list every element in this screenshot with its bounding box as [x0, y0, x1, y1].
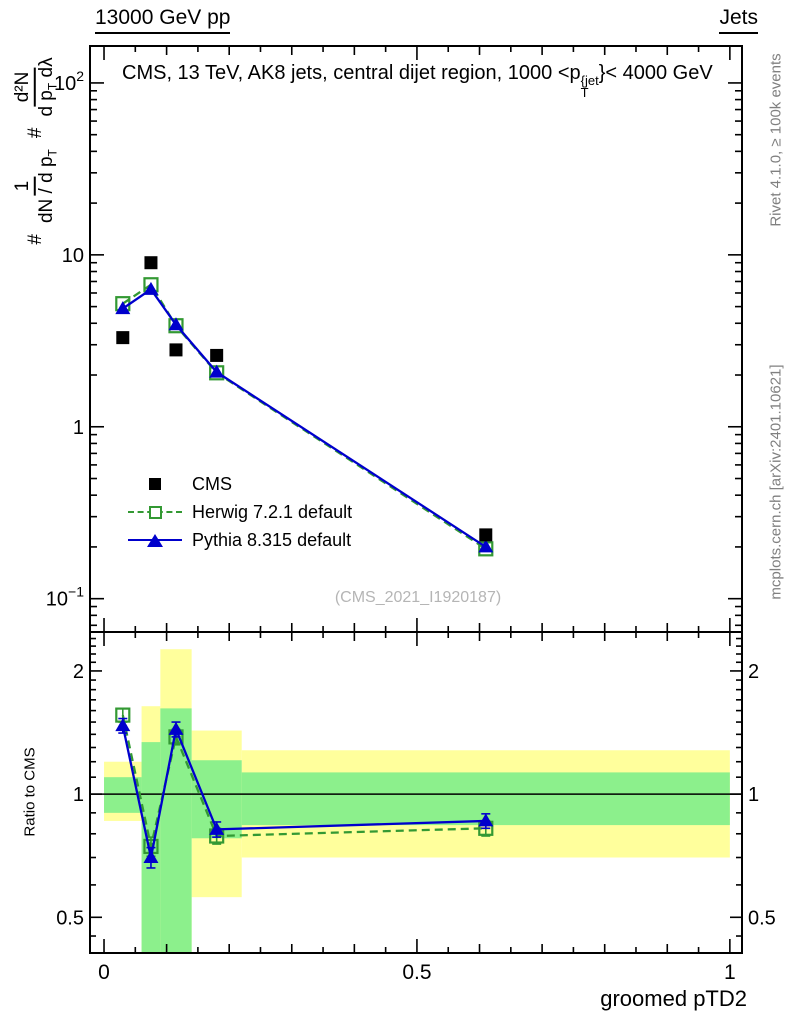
- svg-text:0.5: 0.5: [748, 907, 776, 929]
- filled-square-icon: [149, 478, 161, 490]
- cms-marker: [128, 470, 182, 498]
- main-panel-series: [115, 256, 494, 557]
- svg-text:2: 2: [748, 661, 759, 683]
- legend-label: Pythia 8.315 default: [192, 529, 352, 550]
- ratio-y-axis-label: Ratio to CMS: [21, 747, 39, 837]
- axis-ticks: [90, 46, 742, 953]
- svg-text:1: 1: [748, 784, 759, 806]
- ratio-panel-frame: [89, 631, 743, 954]
- svg-text:2: 2: [73, 661, 84, 683]
- svg-text:10−1: 10−1: [46, 584, 84, 611]
- plot-title-prefix: CMS, 13 TeV, AK8 jets, central dijet reg…: [122, 62, 581, 84]
- hash-symbol: #: [25, 234, 46, 245]
- mcplots-arxiv-note: mcplots.cern.ch [arXiv:2401.10621]: [767, 364, 785, 600]
- svg-text:1: 1: [73, 417, 84, 439]
- svg-text:1: 1: [73, 784, 84, 806]
- fraction-one-over-dndpt: 1 dN / d pT: [11, 149, 60, 224]
- svg-text:0: 0: [98, 961, 110, 984]
- beam-energy-header: 13000 GeV pp: [95, 6, 231, 34]
- y-axis-title: # 1 dN / d pT # d²N d pT dλ: [11, 55, 60, 245]
- legend: CMS Herwig 7.2.1 default Pythia 8.315 de…: [128, 470, 352, 554]
- analysis-group-header: Jets: [719, 6, 758, 34]
- svg-text:0.5: 0.5: [56, 907, 84, 929]
- plot-title-suffix: }< 4000 GeV: [598, 62, 713, 84]
- ratio-uncertainty-bands: [104, 649, 730, 952]
- svg-text:10: 10: [62, 245, 84, 267]
- filled-triangle-icon: [147, 533, 163, 547]
- fraction-d2n: d²N d pT dλ: [11, 57, 60, 117]
- herwig-marker: [128, 498, 182, 526]
- hash-symbol: #: [25, 127, 46, 139]
- x-axis-label: groomed pTD2: [600, 986, 747, 1011]
- open-square-icon: [148, 505, 162, 519]
- analysis-id-watermark: (CMS_2021_I1920187): [334, 589, 502, 606]
- plot-title: CMS, 13 TeV, AK8 jets, central dijet reg…: [122, 62, 713, 100]
- svg-text:102: 102: [54, 68, 84, 95]
- pythia-marker: [128, 526, 182, 554]
- ratio-panel-series: [115, 707, 494, 869]
- svg-text:0.5: 0.5: [402, 961, 431, 984]
- axis-tick-labels: 102 10 1 10−1 2 2 1 1 0.5 0.5 0 0.5 1: [46, 68, 776, 984]
- legend-item-cms: CMS: [128, 470, 352, 498]
- rivet-version-note: Rivet 4.1.0, ≥ 100k events: [767, 53, 785, 227]
- legend-label: Herwig 7.2.1 default: [192, 501, 353, 522]
- svg-text:1: 1: [724, 961, 736, 984]
- legend-label: CMS: [192, 473, 232, 494]
- pt-jet-supsub: {jet T: [580, 73, 599, 100]
- legend-item-herwig: Herwig 7.2.1 default: [128, 498, 352, 526]
- legend-item-pythia: Pythia 8.315 default: [128, 526, 352, 554]
